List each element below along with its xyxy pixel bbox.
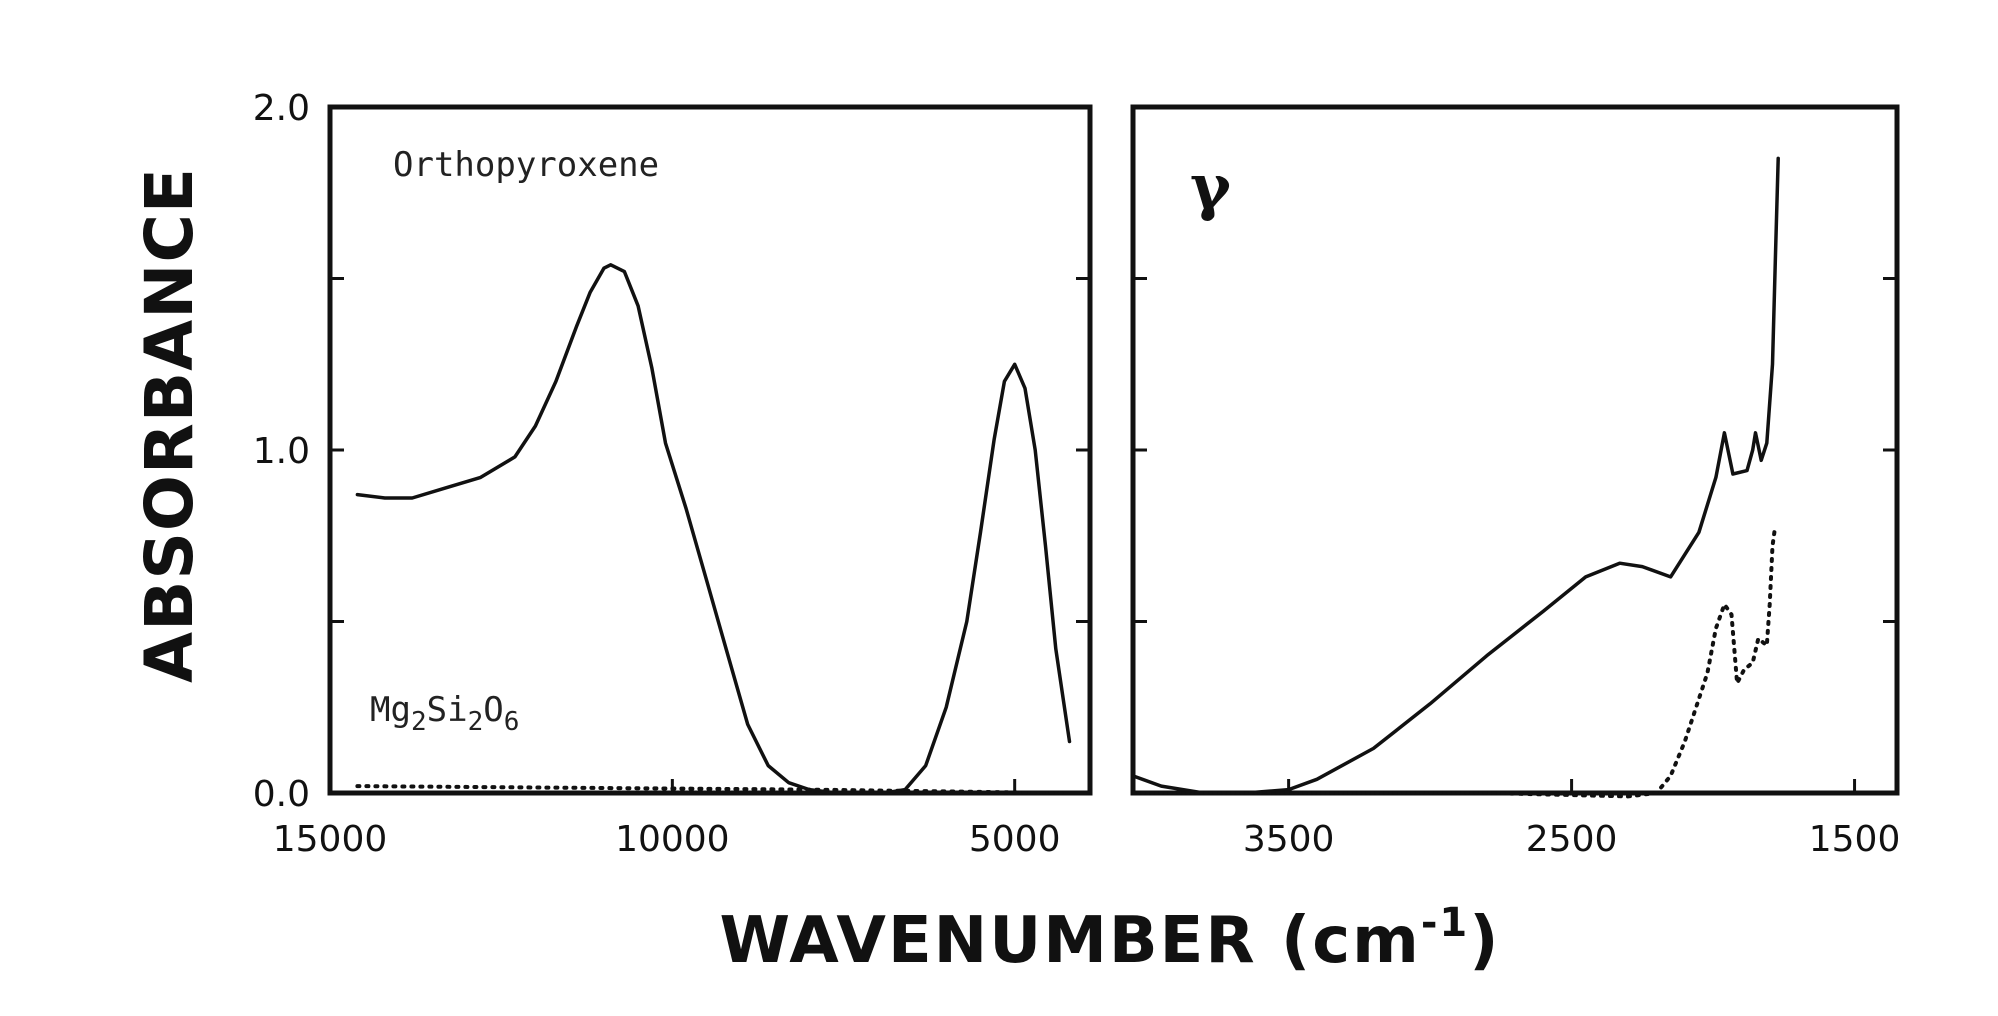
right-panel: 3500 2500 1500 γ — [1130, 104, 1901, 860]
formula-part-3: 2 — [468, 707, 484, 737]
formula-part-5: 6 — [504, 707, 520, 737]
left-xtick-label-2: 5000 — [969, 819, 1061, 860]
ytick-label-0: 0.0 — [253, 774, 310, 815]
ytick-label-1: 1.0 — [253, 431, 310, 472]
formula-part-2: Si — [427, 690, 468, 730]
right-xtick-label-2: 1500 — [1809, 819, 1901, 860]
x-axis-title-main: WAVENUMBER (cm — [720, 904, 1421, 978]
right-series-dotted-line — [1131, 523, 1778, 799]
panel-label-formula: Mg2Si2O6 — [370, 690, 519, 737]
x-axis-title: WAVENUMBER (cm-1) — [720, 900, 1501, 978]
x-axis-title-close: ) — [1469, 904, 1500, 978]
formula-part-0: Mg — [370, 690, 411, 730]
panel-label-gamma: γ — [1190, 150, 1232, 223]
panel-label-orthopyroxene: Orthopyroxene — [393, 145, 659, 185]
ytick-label-2: 2.0 — [253, 88, 310, 129]
right-series-solid-line — [1131, 156, 1780, 795]
formula-part-4: O — [483, 690, 503, 730]
right-panel-frame — [1130, 104, 1900, 796]
right-xtick-label-0: 3500 — [1243, 819, 1335, 860]
left-xtick-label-0: 15000 — [273, 819, 388, 860]
y-axis-title: ABSORBANCE — [131, 167, 208, 683]
right-xtick-label-1: 2500 — [1526, 819, 1618, 860]
x-axis-title-superscript: -1 — [1421, 900, 1469, 946]
left-xtick-label-1: 10000 — [615, 819, 730, 860]
formula-part-1: 2 — [411, 707, 427, 737]
left-series-dotted-line — [355, 784, 1065, 795]
left-series-solid-line — [355, 263, 1072, 795]
